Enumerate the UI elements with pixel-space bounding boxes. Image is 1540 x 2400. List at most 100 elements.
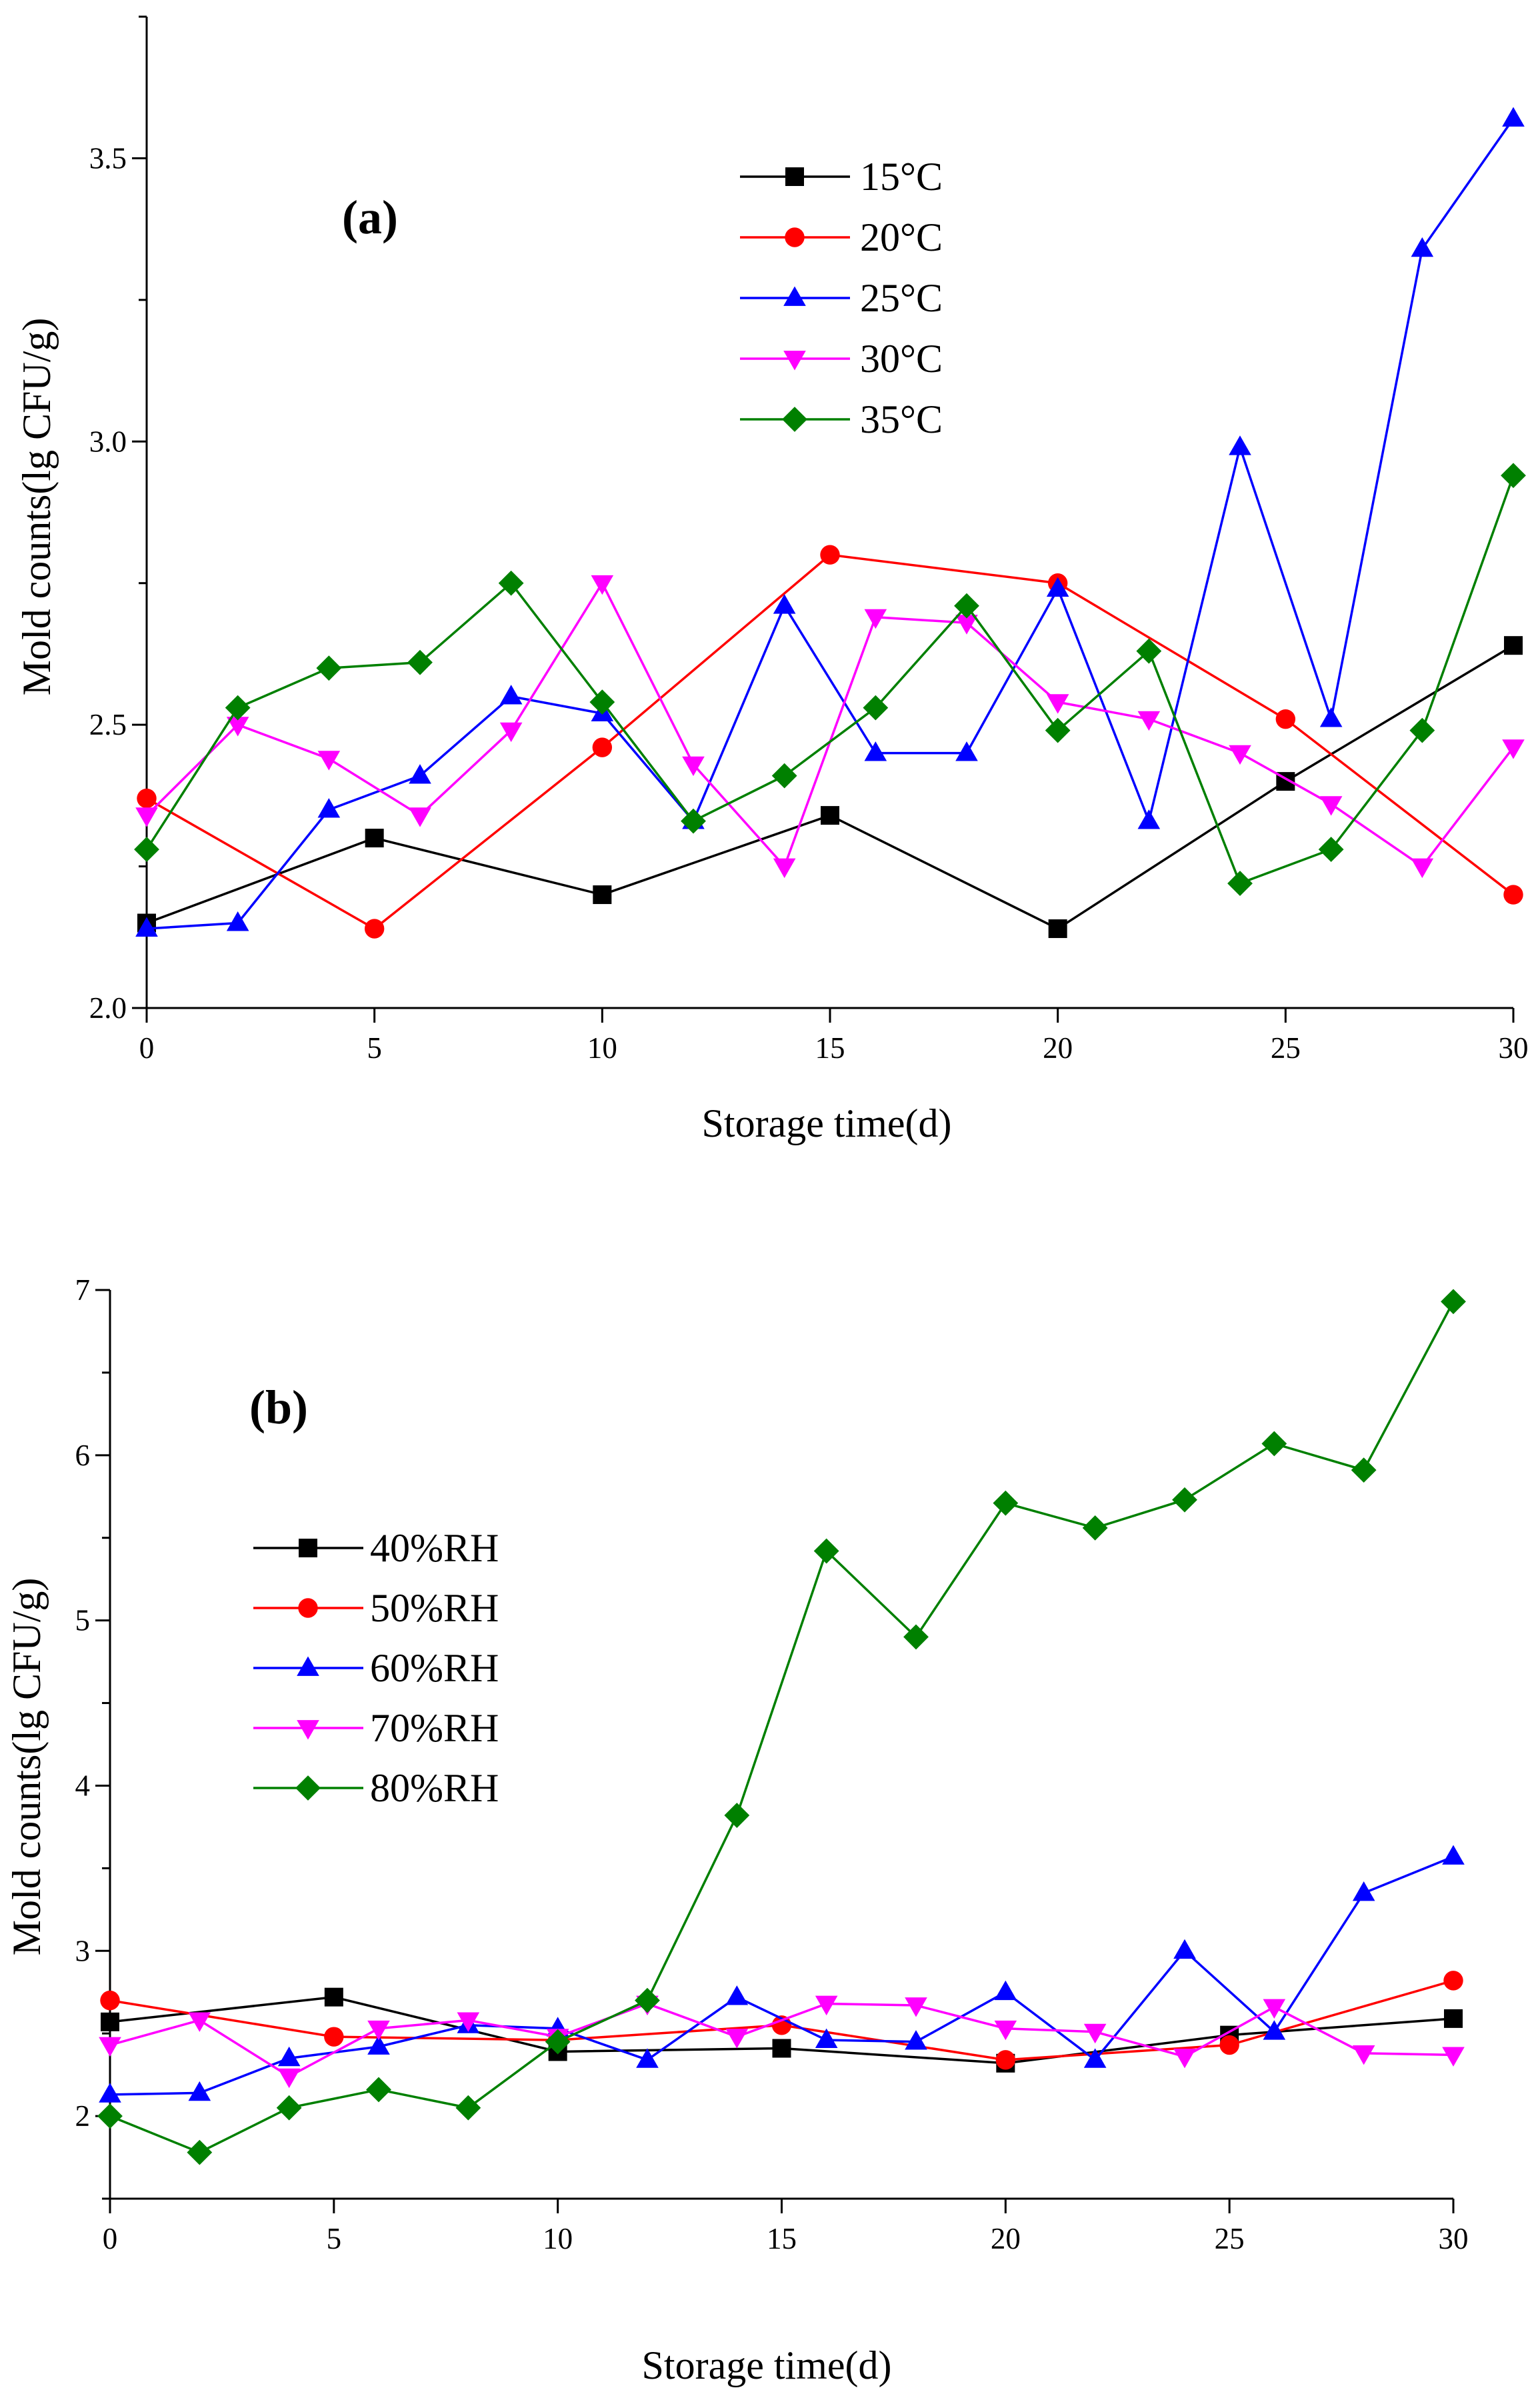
panel-a-series-2-point <box>1137 809 1161 829</box>
panel-b-series-2-point <box>1263 2020 1286 2040</box>
panel-a-series-4-point <box>498 570 524 596</box>
panel-b-series-4-point <box>545 2029 571 2055</box>
panel-a-series-2-point <box>499 685 523 705</box>
panel-b-series-3-point <box>367 2020 390 2041</box>
panel-b-x-axis-label: Storage time(d) <box>642 2343 892 2387</box>
panel-a-series-2 <box>135 107 1525 937</box>
panel-b-legend-label-1: 50%RH <box>370 1586 499 1630</box>
panel-b-series-4-point <box>455 2095 481 2121</box>
panel-a-legend-marker-4 <box>782 407 807 432</box>
panel-a-series-2-point <box>317 798 341 818</box>
panel-b-series-3-point <box>815 1995 838 2016</box>
panel-a-series-3-point <box>1229 745 1251 765</box>
panel-a-legend-marker-2 <box>783 286 806 306</box>
panel-b-legend-label-3: 70%RH <box>370 1706 499 1750</box>
panel-b-legend-marker-0 <box>299 1539 317 1557</box>
panel-a-y-tick-label: 3.0 <box>89 425 127 458</box>
panel-b-series-3-point <box>188 2012 211 2032</box>
panel-b-series-2-point <box>994 1980 1017 2001</box>
panel-b-legend-label-2: 60%RH <box>370 1646 499 1690</box>
panel-a-series-4-point <box>1318 837 1344 862</box>
panel-a-series-3-point <box>591 575 614 595</box>
panel-b-series-4 <box>97 1289 1466 2165</box>
panel-a-y-tick-label: 2.5 <box>89 708 127 741</box>
chart-panel-b: (b) Storage time(d) Mold counts(lg CFU/g… <box>5 1273 1469 2387</box>
panel-a-series-4-point <box>1227 871 1253 896</box>
panel-b-x-tick-label: 5 <box>327 2222 342 2255</box>
panel-b-legend-marker-1 <box>298 1598 318 1618</box>
panel-b-series-4-line <box>109 1301 1455 2154</box>
panel-b-series-4-point <box>1082 1515 1108 1541</box>
panel-a-series-4-point <box>954 593 979 619</box>
panel-b-series-4-point <box>903 1624 929 1650</box>
panel-a-series-3-point <box>1046 694 1069 714</box>
panel-b-y-axis-label: Mold counts(lg CFU/g) <box>5 1578 49 1956</box>
panel-a-series-4 <box>134 463 1526 896</box>
panel-a-series-3-point <box>1137 711 1161 731</box>
panel-b-series-2-point <box>1352 1881 1375 1901</box>
panel-a-series-4-point <box>771 763 797 789</box>
panel-a-series-1-point <box>364 919 385 939</box>
panel-a-x-tick-label: 25 <box>1271 1031 1301 1065</box>
panel-a-x-tick-label: 0 <box>139 1031 155 1065</box>
panel-a-legend: 15°C 20°C 25°C 30°C 35°C <box>740 155 943 441</box>
panel-b-series-1-point <box>324 2027 344 2047</box>
panel-a-series-1-point <box>1503 885 1523 905</box>
panel-b-series-4-point <box>187 2139 213 2165</box>
panel-b-y-tick-label: 6 <box>75 1439 91 1472</box>
panel-a-series-4-point <box>681 808 706 834</box>
panel-b-series-3-point <box>1173 2048 1196 2069</box>
panel-b-series-3-point <box>725 2029 749 2049</box>
panel-b-series-2-point <box>188 2081 211 2101</box>
panel-a-series-3-point <box>1319 796 1343 816</box>
panel-a-series-4-point <box>1045 717 1071 743</box>
panel-b-series-4-point <box>635 1987 660 2013</box>
panel-b-series-0-point <box>324 1987 343 2007</box>
panel-a-series-2-point <box>773 594 796 614</box>
panel-b-legend-marker-3 <box>297 1720 319 1740</box>
panel-b-x-tick-label: 0 <box>103 2222 118 2255</box>
panel-a-x-tick-label: 15 <box>815 1031 845 1065</box>
panel-a-legend-label-3: 30°C <box>860 337 943 381</box>
panel-b-series-0-point <box>101 2012 119 2031</box>
panel-b-series-3-point <box>457 2012 480 2032</box>
panel-a-series-2-point <box>135 917 158 937</box>
panel-b-x-tick-label: 25 <box>1215 2222 1245 2255</box>
panel-a-x-axis-label: Storage time(d) <box>702 1101 952 1145</box>
panel-b-series-3-point <box>99 2037 121 2057</box>
panel-a-series-2-point <box>409 764 431 784</box>
panel-a-series-3-point <box>499 722 523 743</box>
panel-a-series-3-point <box>682 756 705 777</box>
panel-a-series-4-point <box>134 837 159 862</box>
panel-b-series-1-point <box>100 1990 120 2011</box>
panel-b-series-2-point <box>1442 1845 1465 1865</box>
panel-b-y-tick-label: 4 <box>75 1769 91 1802</box>
panel-a-series-1-point <box>1275 709 1296 729</box>
panel-b-series-2-point <box>99 2083 121 2103</box>
panel-a-legend-marker-1 <box>785 227 805 247</box>
panel-a-series-0-point <box>1504 636 1523 655</box>
panel-b-series-3-point <box>1083 2023 1107 2044</box>
panel-b-series-2-point <box>636 2048 659 2068</box>
panel-a-series-3-point <box>955 615 978 635</box>
panel-b-legend-label-4: 80%RH <box>370 1766 499 1810</box>
panel-b-x-tick-label: 20 <box>991 2222 1021 2255</box>
panel-b-series-3-point <box>1263 1999 1286 2019</box>
panel-b-series-3-point <box>1442 2047 1465 2067</box>
panel-a-series-2-point <box>1502 107 1525 127</box>
panel-a-series-3-point <box>1411 858 1434 879</box>
panel-a-x-tick-label: 30 <box>1499 1031 1529 1065</box>
panel-b-series-4-point <box>724 1803 750 1828</box>
panel-a-series-4-point <box>1409 717 1435 743</box>
panel-b-series-3 <box>99 1995 1465 2089</box>
panel-b-series-1-point <box>1443 1971 1463 1991</box>
panel-a-legend-label-2: 25°C <box>860 276 943 320</box>
panel-b-y-tick-label: 3 <box>75 1934 91 1967</box>
panel-b-series-1-point <box>995 2050 1016 2070</box>
panel-a-y-tick-label: 2.0 <box>89 991 127 1025</box>
panel-a-series-4-point <box>407 649 433 675</box>
panel-a-legend-marker-3 <box>783 351 806 371</box>
panel-a-legend-label-1: 20°C <box>860 215 943 259</box>
panel-a-series-3-point <box>773 858 796 879</box>
panel-a-series-4-point <box>863 695 889 721</box>
